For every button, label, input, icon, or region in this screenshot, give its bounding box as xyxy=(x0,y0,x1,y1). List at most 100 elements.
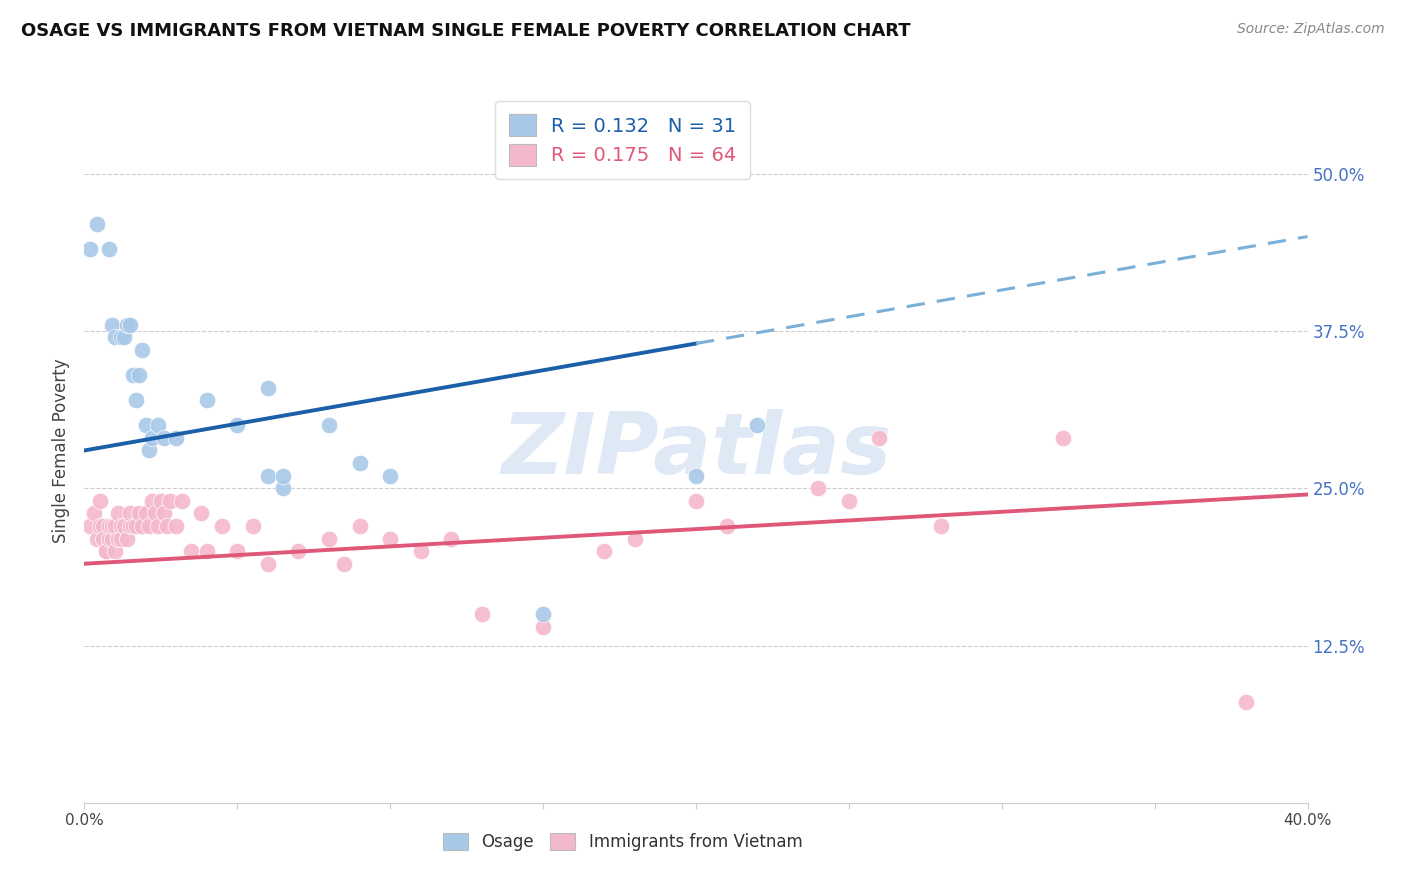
Point xyxy=(120,507,142,521)
Point xyxy=(86,532,108,546)
Point xyxy=(349,456,371,470)
Point xyxy=(128,368,150,382)
Point xyxy=(79,519,101,533)
Point xyxy=(97,532,120,546)
Point xyxy=(86,217,108,231)
Point xyxy=(94,544,117,558)
Text: OSAGE VS IMMIGRANTS FROM VIETNAM SINGLE FEMALE POVERTY CORRELATION CHART: OSAGE VS IMMIGRANTS FROM VIETNAM SINGLE … xyxy=(21,22,911,40)
Point xyxy=(125,393,148,408)
Point xyxy=(110,532,132,546)
Point xyxy=(153,431,176,445)
Point xyxy=(531,607,554,621)
Point xyxy=(180,544,202,558)
Point xyxy=(153,507,176,521)
Point xyxy=(287,544,309,558)
Text: Source: ZipAtlas.com: Source: ZipAtlas.com xyxy=(1237,22,1385,37)
Point xyxy=(122,519,145,533)
Point xyxy=(110,330,132,344)
Point xyxy=(101,318,124,332)
Point xyxy=(531,619,554,633)
Point xyxy=(138,443,160,458)
Point xyxy=(146,519,169,533)
Point xyxy=(138,519,160,533)
Point xyxy=(349,519,371,533)
Point xyxy=(869,431,891,445)
Point xyxy=(101,532,124,546)
Point xyxy=(89,519,111,533)
Point xyxy=(104,519,127,533)
Point xyxy=(128,507,150,521)
Point xyxy=(104,544,127,558)
Point xyxy=(156,519,179,533)
Text: ZIPatlas: ZIPatlas xyxy=(501,409,891,492)
Point xyxy=(143,507,166,521)
Legend: Osage, Immigrants from Vietnam: Osage, Immigrants from Vietnam xyxy=(436,826,808,858)
Point xyxy=(120,318,142,332)
Point xyxy=(807,481,830,495)
Point xyxy=(141,431,163,445)
Point xyxy=(257,557,280,571)
Point xyxy=(122,368,145,382)
Point xyxy=(112,519,135,533)
Point xyxy=(271,468,294,483)
Point xyxy=(172,493,194,508)
Point xyxy=(1236,695,1258,709)
Point xyxy=(83,507,105,521)
Point xyxy=(94,544,117,558)
Point xyxy=(685,468,707,483)
Point xyxy=(257,468,280,483)
Point xyxy=(125,519,148,533)
Point xyxy=(318,532,340,546)
Point xyxy=(165,431,187,445)
Point xyxy=(146,418,169,433)
Point xyxy=(135,418,157,433)
Point xyxy=(838,493,860,508)
Point xyxy=(79,242,101,256)
Point xyxy=(131,343,153,357)
Point xyxy=(1052,431,1074,445)
Point xyxy=(440,532,463,546)
Point xyxy=(226,418,249,433)
Point xyxy=(112,330,135,344)
Point xyxy=(593,544,616,558)
Point xyxy=(211,519,233,533)
Point xyxy=(471,607,494,621)
Point xyxy=(195,544,218,558)
Point xyxy=(101,519,124,533)
Point xyxy=(747,418,769,433)
Point xyxy=(91,519,114,533)
Point xyxy=(929,519,952,533)
Point xyxy=(115,532,138,546)
Point xyxy=(257,380,280,394)
Point xyxy=(318,418,340,433)
Point xyxy=(135,507,157,521)
Point xyxy=(110,519,132,533)
Point xyxy=(97,242,120,256)
Point xyxy=(131,519,153,533)
Point xyxy=(195,393,218,408)
Point xyxy=(380,532,402,546)
Point xyxy=(107,507,129,521)
Point xyxy=(159,493,181,508)
Point xyxy=(89,493,111,508)
Point xyxy=(97,519,120,533)
Point xyxy=(141,493,163,508)
Point xyxy=(333,557,356,571)
Point xyxy=(624,532,647,546)
Point xyxy=(165,519,187,533)
Point xyxy=(190,507,212,521)
Point xyxy=(242,519,264,533)
Point xyxy=(380,468,402,483)
Point xyxy=(91,532,114,546)
Point xyxy=(226,544,249,558)
Point xyxy=(716,519,738,533)
Point xyxy=(120,519,142,533)
Y-axis label: Single Female Poverty: Single Female Poverty xyxy=(52,359,70,542)
Point xyxy=(149,493,172,508)
Point xyxy=(271,481,294,495)
Point xyxy=(107,532,129,546)
Point xyxy=(104,330,127,344)
Point xyxy=(409,544,432,558)
Point xyxy=(685,493,707,508)
Point xyxy=(115,318,138,332)
